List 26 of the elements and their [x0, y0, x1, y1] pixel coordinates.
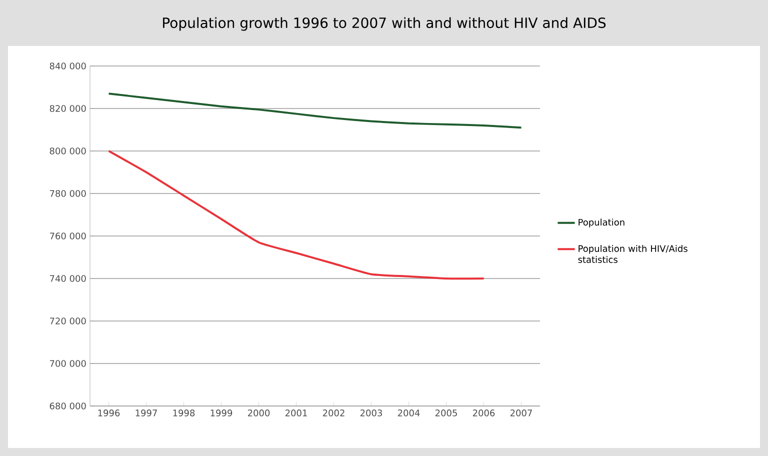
- x-tick-label: 1997: [136, 410, 157, 416]
- x-tick-label: 2004: [398, 410, 420, 416]
- x-tick-label: 2001: [285, 410, 307, 416]
- chart-title: Population growth 1996 to 2007 with and without HIV and AIDS: [163, 17, 606, 31]
- legend-label: Population: [578, 218, 624, 228]
- x-tick-label: 1998: [173, 410, 195, 416]
- x-tick-label: 2006: [472, 410, 495, 416]
- y-tick-label: 760 000: [50, 232, 86, 240]
- x-tick-label: 2007: [510, 410, 532, 416]
- x-tick-label: 2000: [248, 410, 270, 416]
- y-tick-label: 840 000: [50, 62, 86, 70]
- line-series: [108, 92, 522, 129]
- line-series: [108, 150, 485, 280]
- x-tick-label: 1999: [210, 410, 232, 416]
- y-tick-label: 720 000: [50, 318, 86, 324]
- x-tick-label: 2002: [322, 410, 344, 416]
- y-tick-label: 740 000: [50, 275, 86, 282]
- y-tick-label: 680 000: [50, 402, 86, 410]
- y-tick-label: 780 000: [50, 190, 86, 197]
- x-tick-label: 1996: [98, 410, 120, 416]
- y-tick-label: 700 000: [50, 360, 86, 367]
- legend-label: Population with HIV/Aids statistics: [578, 245, 688, 263]
- x-tick-label: 2005: [435, 410, 457, 416]
- y-tick-label: 800 000: [50, 148, 86, 154]
- x-tick-label: 2003: [360, 410, 382, 416]
- y-tick-label: 820 000: [50, 105, 86, 112]
